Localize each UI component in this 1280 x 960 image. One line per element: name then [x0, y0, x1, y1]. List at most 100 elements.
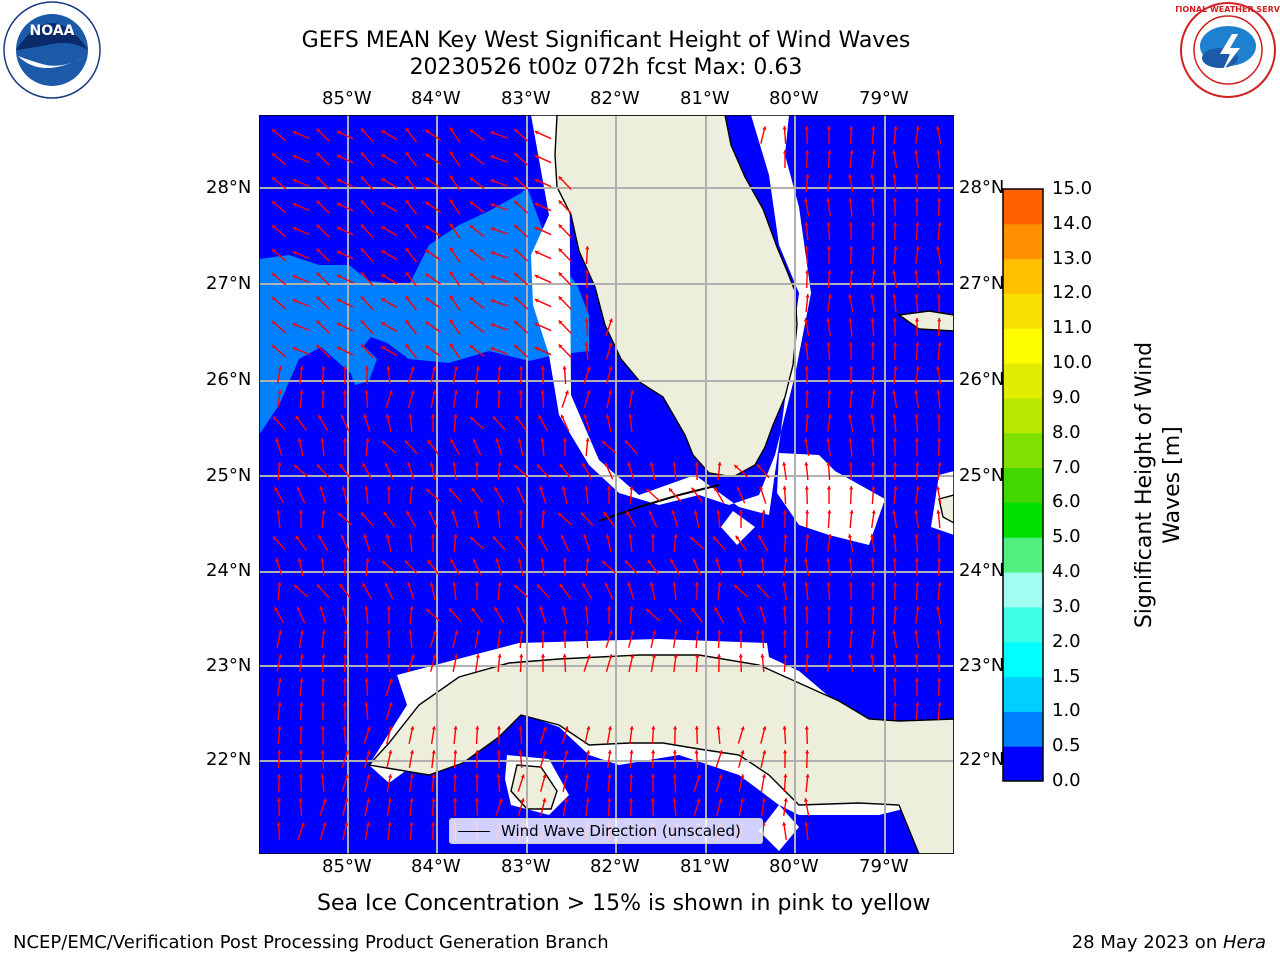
wave-arrow-head — [783, 654, 788, 658]
wave-arrow-head — [584, 486, 589, 490]
wave-arrow-head — [582, 583, 586, 588]
wave-arrow-head — [425, 130, 430, 134]
wave-arrow-head — [915, 702, 920, 706]
wave-arrow-head — [450, 271, 454, 276]
wave-arrow-head — [273, 416, 277, 421]
wave-arrow-head — [849, 126, 854, 130]
wave-arrow-head — [469, 321, 474, 326]
tick-bottom-lon: 79°W — [859, 856, 909, 877]
wave-arrow-head — [936, 150, 941, 154]
wave-arrow-head — [561, 486, 566, 490]
wave-arrow-head — [405, 247, 410, 252]
wave-arrow-head — [514, 153, 519, 157]
wave-arrow-head — [386, 630, 391, 634]
wave-arrow-head — [629, 798, 634, 802]
colorbar-bin — [1003, 502, 1043, 538]
wave-arrow-head — [534, 226, 539, 231]
wave-arrow-head — [892, 318, 897, 322]
wave-arrow-head — [558, 176, 563, 181]
wave-arrow-head — [870, 534, 875, 538]
wave-arrow-head — [586, 750, 591, 754]
wave-arrow-head — [292, 322, 297, 327]
wave-arrow-head — [734, 465, 739, 469]
colorbar-tick-label: 12.0 — [1052, 282, 1093, 304]
wave-arrow-head — [936, 294, 941, 298]
wave-arrow-head — [426, 609, 431, 613]
wave-arrow-head — [716, 726, 721, 730]
wave-arrow-head — [276, 510, 281, 514]
wave-arrow-head — [870, 462, 876, 466]
wave-arrow-head — [409, 774, 414, 778]
wave-arrow-head — [381, 346, 386, 350]
wave-arrow-head — [382, 441, 387, 445]
wave-arrow-head — [539, 486, 544, 491]
wave-arrow-head — [316, 272, 321, 277]
wave-arrow-head — [336, 322, 341, 327]
wave-arrow-head — [430, 534, 436, 538]
wave-arrow-head — [605, 534, 610, 538]
wave-arrow-head — [298, 750, 304, 754]
wave-arrow-head — [364, 486, 369, 490]
wave-arrow-head — [453, 414, 458, 418]
wave-arrow-head — [870, 582, 876, 586]
wave-arrow-head — [534, 274, 539, 279]
wave-arrow-head — [405, 271, 410, 276]
wave-arrow-head — [452, 582, 457, 586]
wave-arrow-head — [935, 126, 941, 130]
colorbar-tick-label: 8.0 — [1052, 421, 1081, 443]
wave-arrow-head — [362, 463, 366, 468]
wave-arrow-head — [870, 222, 876, 226]
wave-arrow-head — [361, 296, 365, 301]
wave-arrow-head — [736, 606, 741, 611]
wave-arrow-head — [381, 154, 386, 158]
wave-arrow-head — [672, 774, 677, 778]
wave-arrow-head — [514, 129, 519, 133]
wave-arrow-head — [937, 678, 942, 682]
wave-arrow-head — [893, 702, 898, 706]
wave-arrow-head — [364, 390, 369, 394]
wave-arrow-head — [497, 390, 502, 394]
wave-arrow-head — [892, 534, 897, 538]
wave-arrow-head — [870, 438, 875, 442]
wave-arrow-head — [493, 536, 497, 541]
wave-arrow-head — [914, 414, 919, 418]
wave-arrow-head — [387, 798, 392, 802]
wave-arrow-head — [471, 607, 476, 612]
wave-arrow-head — [892, 438, 897, 442]
wave-arrow-head — [428, 510, 433, 515]
wave-arrow-head — [407, 582, 412, 587]
wave-arrow-head — [425, 274, 430, 278]
wave-arrow-head — [914, 174, 919, 178]
wave-arrow-head — [803, 198, 809, 202]
wave-arrow-head — [514, 585, 519, 589]
wave-arrow-head — [782, 822, 787, 826]
wave-arrow-head — [498, 798, 503, 803]
wave-arrow-head — [847, 294, 853, 298]
wave-arrow-head — [914, 198, 920, 202]
wave-arrow-head — [514, 249, 519, 253]
wave-arrow-head — [848, 438, 853, 442]
wave-arrow-head — [695, 654, 700, 658]
wave-arrow-head — [405, 440, 409, 445]
wave-arrow-head — [469, 129, 474, 134]
wave-arrow-head — [361, 320, 365, 325]
wave-arrow-head — [650, 774, 656, 778]
tick-right-lat: 27°N — [959, 273, 1005, 294]
colorbar-tick-label: 1.5 — [1052, 665, 1081, 687]
wave-arrow-head — [805, 390, 810, 394]
wave-arrow-head — [826, 318, 831, 322]
wave-arrow-head — [564, 774, 569, 778]
wave-arrow-head — [542, 726, 547, 731]
wave-arrow-head — [496, 510, 501, 514]
wave-arrow-head — [715, 558, 720, 563]
wave-arrow-head — [514, 273, 519, 277]
wave-arrow-head — [493, 416, 497, 421]
wave-arrow-head — [760, 654, 765, 658]
wave-arrow-head — [914, 294, 919, 298]
wave-arrow-head — [826, 366, 832, 370]
wave-arrow-head — [625, 440, 629, 445]
wave-arrow-head — [388, 750, 393, 754]
wave-arrow-head — [294, 585, 299, 589]
wave-arrow-head — [450, 559, 454, 564]
wave-arrow-head — [826, 198, 831, 202]
